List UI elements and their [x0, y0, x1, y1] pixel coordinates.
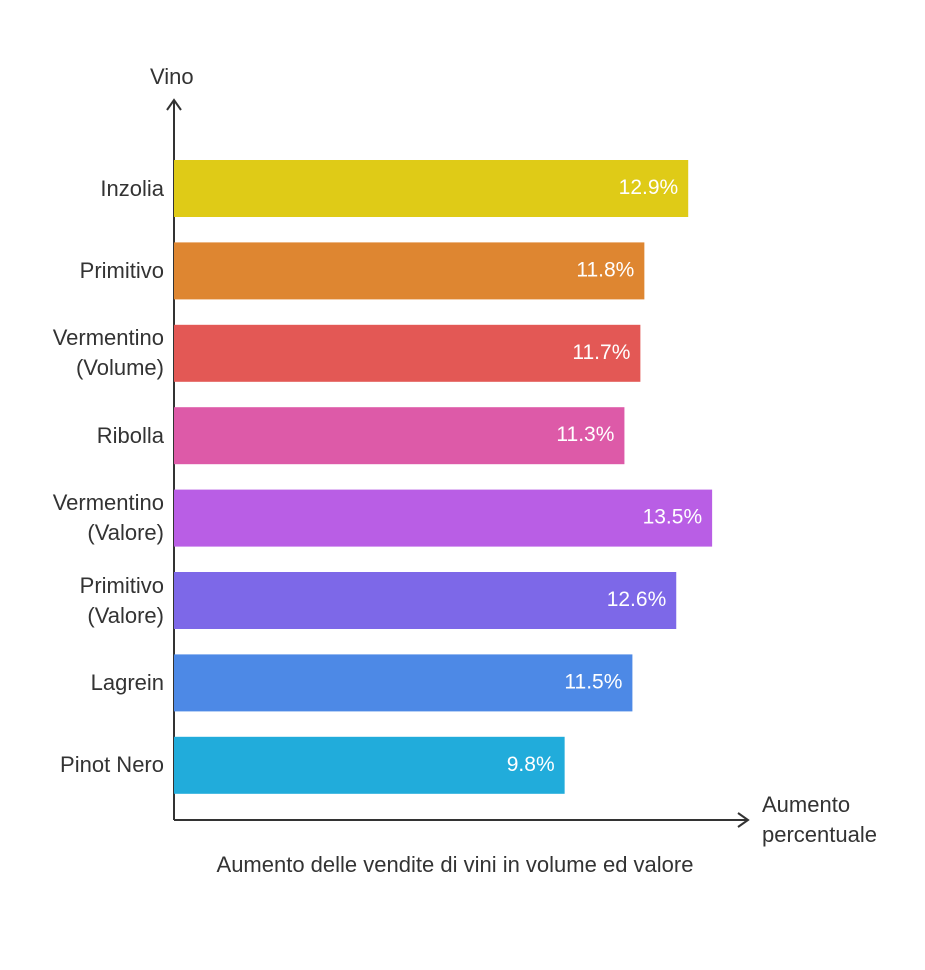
- y-tick-label: Primitivo: [79, 257, 164, 283]
- bar: [174, 572, 677, 629]
- y-tick-label: Inzolia: [100, 175, 164, 201]
- value-label: 12.9%: [619, 176, 679, 199]
- y-axis-label: Vino: [150, 64, 194, 89]
- value-label: 11.5%: [564, 670, 622, 693]
- value-label: 11.8%: [576, 258, 634, 281]
- bar: [174, 654, 633, 712]
- y-tick-label: Vermentino (Volume): [52, 325, 164, 381]
- x-axis-arrow: [737, 812, 750, 828]
- y-tick-label: Ribolla: [96, 422, 164, 448]
- value-label: 12.6%: [607, 588, 667, 611]
- value-label: 11.7%: [572, 341, 630, 364]
- bar: [174, 407, 625, 465]
- y-tick-label: Pinot Nero: [60, 752, 164, 778]
- value-label: 11.3%: [556, 423, 614, 446]
- bar: [174, 242, 645, 300]
- y-tick-label: Primitivo (Valore): [79, 572, 164, 628]
- chart-title: Aumento delle vendite di vini in volume …: [216, 852, 694, 877]
- bar: [174, 489, 713, 547]
- y-tick-label: Lagrein: [90, 669, 164, 695]
- bar: [174, 324, 641, 382]
- y-axis-arrow: [166, 98, 182, 111]
- value-label: 9.8%: [507, 753, 555, 776]
- bar: [174, 160, 689, 217]
- bar: [174, 736, 565, 794]
- x-axis-label: Aumento percentuale: [762, 792, 877, 847]
- value-label: 13.5%: [643, 506, 703, 529]
- y-tick-label: Vermentino (Valore): [52, 490, 164, 546]
